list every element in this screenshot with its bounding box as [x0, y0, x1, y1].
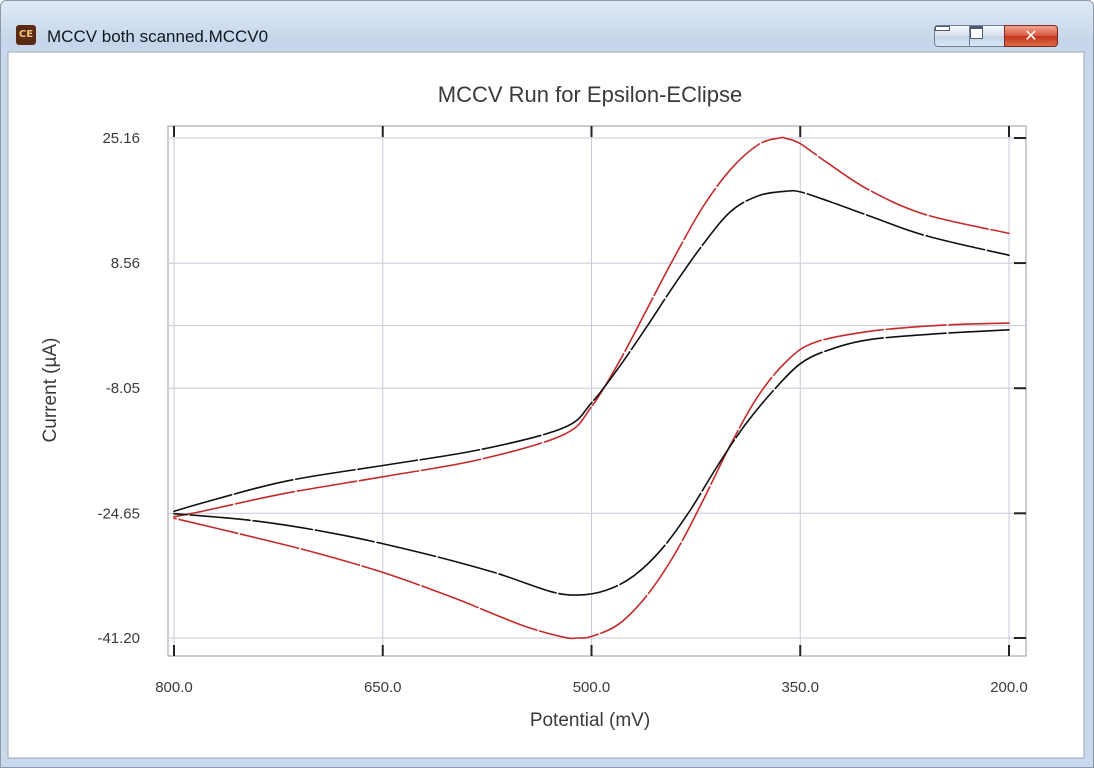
chart-title: MCCV Run for Epsilon-EClipse [438, 82, 742, 107]
x-tick-label: 350.0 [781, 679, 819, 696]
series-black-reverse-line [173, 329, 1010, 596]
maximize-button[interactable] [969, 25, 1005, 47]
x-tick-label: 200.0 [990, 679, 1028, 696]
y-tick-label: -8.05 [106, 380, 140, 397]
series-layer [173, 136, 1010, 640]
x-axis-title: Potential (mV) [530, 710, 650, 731]
window-title: MCCV both scanned.MCCV0 [47, 27, 269, 46]
plot-area [167, 125, 1027, 657]
y-tick-label: 25.16 [102, 130, 140, 147]
x-tick-label: 800.0 [155, 679, 193, 696]
grid-layer [168, 126, 1026, 656]
chart-canvas [7, 51, 1085, 759]
x-tick-label: 650.0 [364, 679, 402, 696]
series-red-reverse-line [173, 322, 1010, 640]
y-tick-label: -41.20 [97, 630, 140, 647]
x-tick-label: 500.0 [573, 679, 611, 696]
ticks-layer: 800.0 650.0 500.0 350.0 200.0 25.16 8.56 -8.05 -… [97, 126, 1028, 696]
app-icon[interactable]: CE [16, 25, 36, 45]
y-tick-label: 8.56 [111, 255, 140, 272]
y-axis-title: Current (µA) [40, 338, 61, 443]
title-bar[interactable]: CE MCCV both scanned.MCCV0 ✕ [1, 1, 1093, 47]
series-red-forward-line [173, 136, 1010, 518]
y-tick-label: -24.65 [97, 505, 140, 522]
minimize-icon [935, 26, 950, 31]
maximize-icon [970, 26, 983, 39]
close-button[interactable]: ✕ [1004, 25, 1058, 47]
close-icon: ✕ [1024, 26, 1038, 45]
series-black-forward-line [173, 189, 1010, 513]
